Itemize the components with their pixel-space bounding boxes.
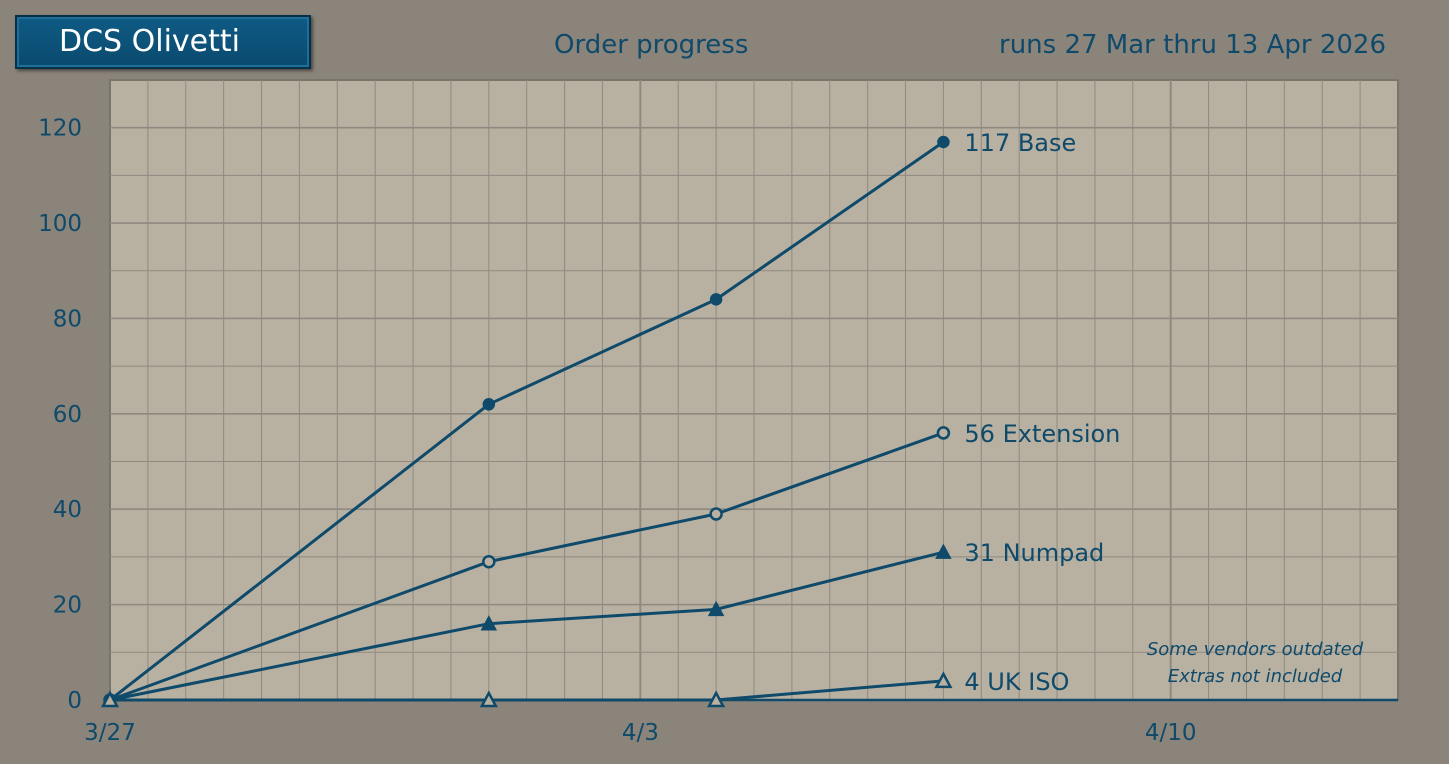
annotation-note: Some vendors outdated: [1147, 639, 1364, 660]
point-marker: [707, 690, 726, 708]
y-tick-label: 120: [38, 116, 82, 142]
y-tick-label: 80: [53, 306, 82, 332]
x-tick-label: 4/3: [622, 720, 659, 746]
point-marker: [935, 543, 952, 559]
y-tick-label: 20: [53, 593, 82, 619]
annotation-note: Extras not included: [1168, 666, 1343, 687]
point-marker: [100, 690, 120, 708]
point-marker: [707, 600, 725, 617]
y-tick-label: 100: [38, 211, 82, 237]
point-marker: [937, 135, 950, 149]
point-marker: [936, 426, 951, 440]
point-marker: [482, 398, 496, 411]
point-marker: [709, 507, 723, 521]
point-marker: [479, 690, 498, 708]
series-line-uk-iso: [110, 679, 944, 702]
point-marker: [480, 615, 498, 631]
date-range-label: runs 27 Mar thru 13 Apr 2026: [999, 30, 1386, 60]
y-tick-label: 60: [53, 402, 82, 428]
series-label: 31 Numpad: [964, 539, 1104, 567]
y-tick-label: 0: [67, 688, 82, 714]
chart-title: Order progress: [554, 30, 749, 60]
brand-badge: DCS Olivetti: [15, 15, 311, 69]
series-line-base: [109, 140, 945, 702]
point-marker: [709, 293, 723, 306]
series-label: 117 Base: [964, 129, 1076, 157]
series-line-numpad: [109, 550, 944, 702]
point-marker: [482, 554, 496, 569]
series-label: 56 Extension: [964, 420, 1120, 448]
x-tick-label: 4/10: [1145, 720, 1197, 746]
series-label: 4 UK ISO: [964, 668, 1069, 696]
y-tick-label: 40: [53, 497, 82, 523]
series-line-extension: [109, 431, 944, 702]
point-marker: [934, 671, 953, 689]
x-tick-label: 3/27: [84, 720, 136, 746]
